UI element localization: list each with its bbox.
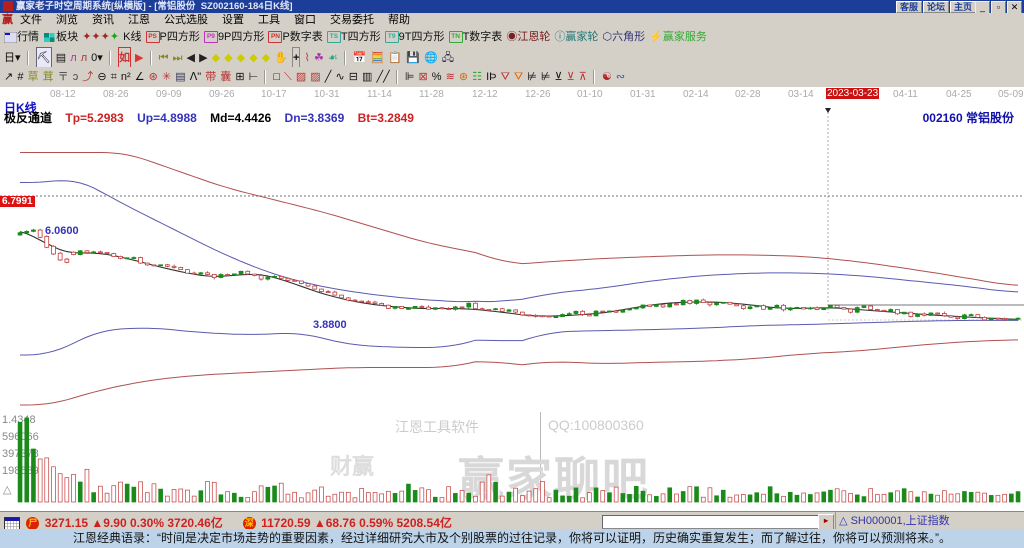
svg-text:3.8800: 3.8800 (313, 319, 347, 331)
svg-text:6.0600: 6.0600 (45, 225, 79, 237)
